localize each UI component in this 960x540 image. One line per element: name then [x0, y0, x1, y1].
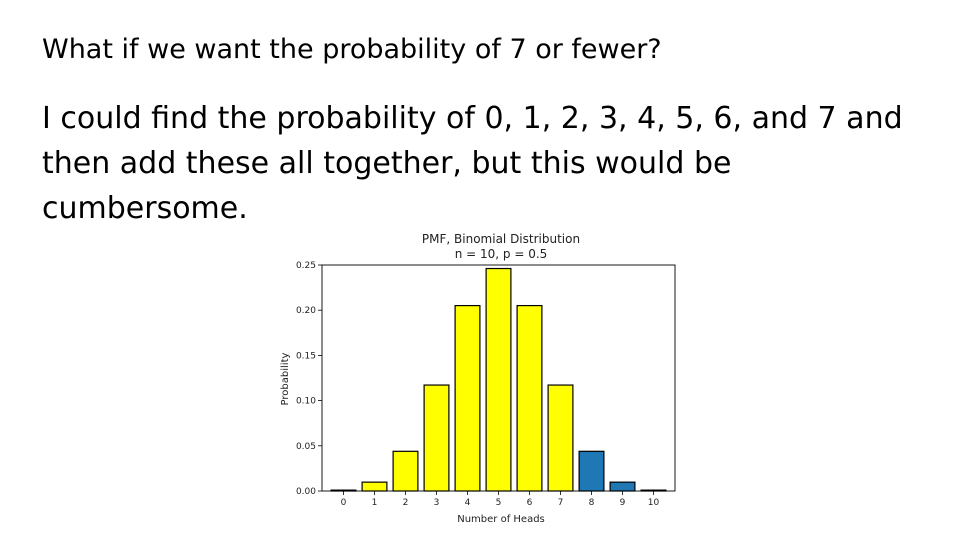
x-tick-label-4: 4 [465, 498, 471, 508]
x-tick-label-2: 2 [403, 498, 409, 508]
x-tick-label-9: 9 [620, 498, 626, 508]
chart-subtitle: n = 10, p = 0.5 [455, 247, 548, 261]
y-axis-label: Probability [280, 352, 291, 405]
y-tick-label-0.25: 0.25 [296, 261, 316, 271]
x-axis-label: Number of Heads [457, 514, 545, 525]
bar-1 [361, 481, 388, 492]
bar-6 [516, 304, 543, 492]
y-tick-label-0.10: 0.10 [296, 397, 316, 407]
plot-frame [321, 264, 676, 492]
bar-5 [485, 267, 512, 492]
x-tick-label-3: 3 [434, 498, 440, 508]
bar-8 [578, 450, 605, 492]
x-tick-label-10: 10 [648, 498, 660, 508]
y-tick-label-0.15: 0.15 [296, 351, 316, 361]
y-tick-label-0.00: 0.00 [296, 487, 316, 497]
y-tick-label-0.05: 0.05 [296, 442, 316, 452]
x-tick-label-6: 6 [527, 498, 533, 508]
slide-body-text: I could find the probability of 0, 1, 2,… [42, 101, 903, 226]
x-tick-label-0: 0 [341, 498, 347, 508]
bar-4 [454, 304, 481, 492]
bar-7 [547, 384, 574, 492]
y-tick-label-0.20: 0.20 [296, 306, 316, 316]
bar-9 [609, 481, 636, 492]
bar-3 [423, 384, 450, 492]
x-tick-label-8: 8 [589, 498, 595, 508]
x-tick-label-5: 5 [496, 498, 502, 508]
slide-heading: What if we want the probability of 7 or … [42, 34, 662, 65]
x-tick-label-1: 1 [372, 498, 378, 508]
x-tick-label-7: 7 [558, 498, 564, 508]
binomial-pmf-bar-chart: PMF, Binomial Distribution n = 10, p = 0… [280, 232, 676, 525]
bar-2 [392, 450, 419, 492]
chart-title: PMF, Binomial Distribution [422, 232, 580, 246]
chart-marks: 0 1 2 3 4 5 6 7 8 9 10 0.00 0.05 0.10 0.15 0.20 0.25 [296, 261, 676, 508]
